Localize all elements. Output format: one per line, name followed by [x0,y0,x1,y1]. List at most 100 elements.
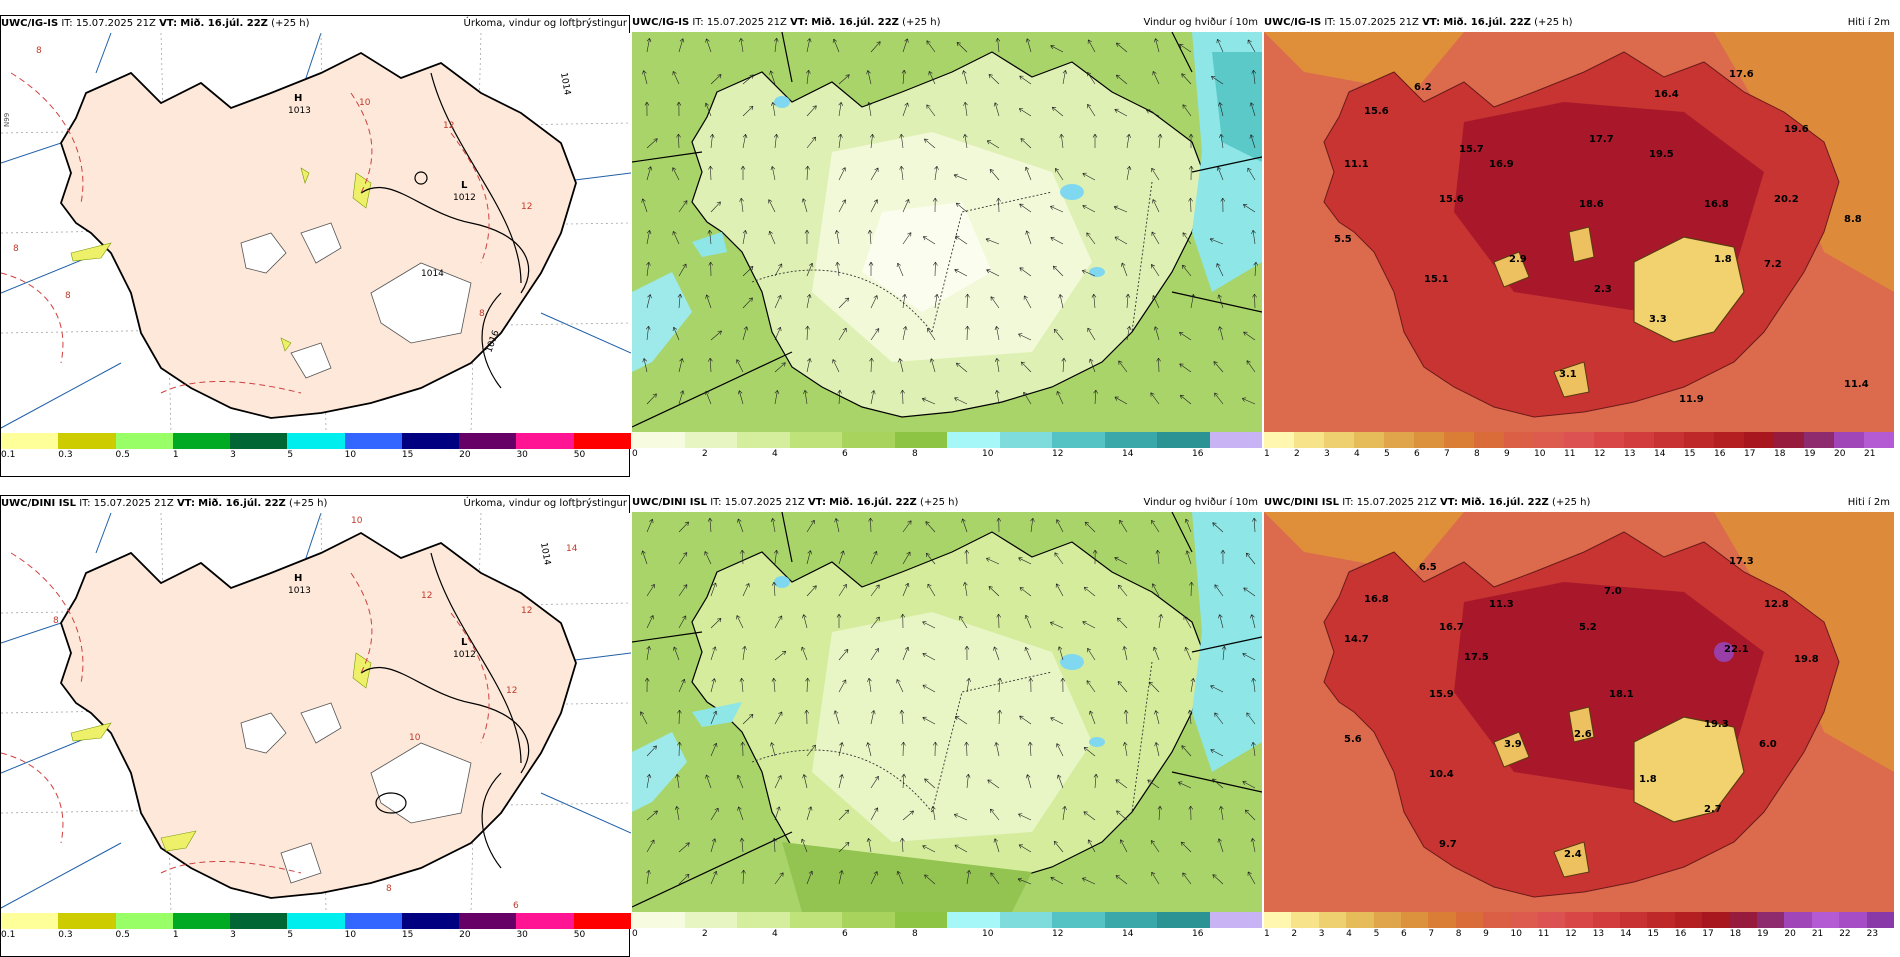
wind-arrow [902,520,912,533]
wind-arrow [963,133,968,149]
wind-arrow [838,327,847,341]
wind-arrow [1188,165,1194,181]
precip-map-top: H 1013 L 1012 8 8 10 12 12 8 1014 1016 1… [1,33,631,433]
wind-arrow [678,200,688,213]
wind-arrow [1242,780,1256,789]
wind-arrow [1018,844,1032,853]
wind-arrow [834,230,840,245]
temperature-value: 20.2 [1774,194,1799,205]
colorbar-tick-label: 3 [230,450,236,460]
wind-arrow [1018,333,1032,341]
colorbar-swatch [1714,432,1744,448]
wind-arrow [996,613,1001,629]
temperature-value: 11.1 [1344,159,1369,170]
temperature-value: 1.8 [1639,774,1657,785]
temperature-value: 6.0 [1759,739,1777,750]
colorbar-swatch [516,913,574,929]
wind-arrow [924,138,936,149]
wind-arrow [870,390,876,405]
wind-arrow [1251,229,1256,245]
temperature-value: 2.9 [1509,254,1527,265]
wind-arrow [1247,871,1256,885]
wind-arrow [869,133,875,149]
wind-arrow [1152,295,1160,309]
wind-arrow [773,37,779,53]
colorbar-tick-label: 16 [1192,449,1204,459]
wind-arrow [838,199,847,213]
isoline-label: 8 [65,291,71,301]
precip-header-bottom: UWC/DINI ISL IT: 15.07.2025 21Z VT: Mið.… [1,496,631,511]
colorbar-swatch [1474,432,1504,448]
wind-arrow [736,774,744,789]
colorbar-tick-label: 8 [1455,929,1462,939]
wind-arrow [902,646,910,661]
wind-arrow [742,645,747,661]
colorbar-tick-label: 5 [287,930,294,940]
temp-map-bottom: 6.5 17.3 16.8 11.3 7.0 12.8 14.7 16.7 5.2 22.1 17.… [1264,512,1894,912]
temp-header-top: UWC/IG-IS IT: 15.07.2025 21Z VT: Mið. 16… [1264,15,1894,30]
colorbar-swatch [842,912,895,928]
wind-arrow [902,198,910,213]
wind-arrow [988,74,1000,85]
wind-arrow [902,551,911,565]
valid-time: Mið. 16.júl. 22Z [811,17,899,28]
wind-arrow [1179,331,1192,341]
colorbar-tick-label: 10 [982,929,994,939]
colorbar-tick-label: 12 [1052,449,1064,459]
colorbar-swatch [1346,912,1374,928]
wind-arrow [1246,712,1256,725]
colorbar-swatch [1729,912,1758,928]
wind-arrow [675,773,680,789]
colorbar-swatch [115,913,173,929]
wind-arrow [800,646,808,661]
wind-arrow [740,549,745,565]
wind-arrow [1092,549,1098,565]
colorbar-tick-label: 30 [516,930,528,940]
wind-arrow [964,645,970,661]
wind-arrow [1211,75,1224,85]
colorbar-tick-label: 2 [1294,449,1300,459]
low-pressure-value: 1012 [453,650,476,660]
wind-arrow [1056,519,1064,533]
wind-arrow [838,809,849,821]
colorbar-swatch [999,432,1052,448]
wind-arrow [642,358,648,373]
wind-arrow [710,582,717,597]
temperature-value: 19.8 [1794,654,1819,665]
colorbar-swatch [516,433,574,449]
wind-arrow [1054,552,1064,565]
wind-arrow [1150,264,1160,277]
wind-arrow [1093,389,1098,405]
wind-arrow [1158,613,1163,629]
wind-arrow [1050,236,1064,245]
wind-arrow [902,326,908,341]
colorbar-swatch [1,913,59,929]
wind-arrow [1056,391,1064,405]
wind-arrow [925,521,936,533]
colorbar-tick-label: 6 [1400,929,1407,939]
colorbar-swatch [1620,912,1648,928]
colorbar-swatch [287,913,345,929]
temp-colorbar [1264,432,1894,448]
wind-arrow [833,710,840,725]
isoline-label: 6 [513,901,519,911]
wind-arrow [1125,293,1131,309]
colorbar-tick-label: 1 [172,930,179,940]
wind-arrow [1082,877,1096,885]
wind-arrow [710,807,719,821]
valid-time: Mið. 16.júl. 22Z [180,18,268,29]
wind-arrow [896,870,904,885]
colorbar-tick-label: 9 [1483,929,1489,939]
temperature-value: 9.7 [1439,839,1457,850]
wind-arrow [1019,75,1032,85]
wind-arrow [926,104,936,117]
wind-arrow [705,774,712,789]
wind-arrow [1019,203,1032,213]
colorbar-tick-label: 2 [1291,929,1298,939]
wind-arrow [710,838,717,853]
temperature-value: 11.9 [1679,394,1704,405]
colorbar-swatch [1504,432,1534,448]
wind-arrow [1242,204,1256,213]
wind-arrow [739,837,745,853]
wind-arrow [1152,71,1160,85]
